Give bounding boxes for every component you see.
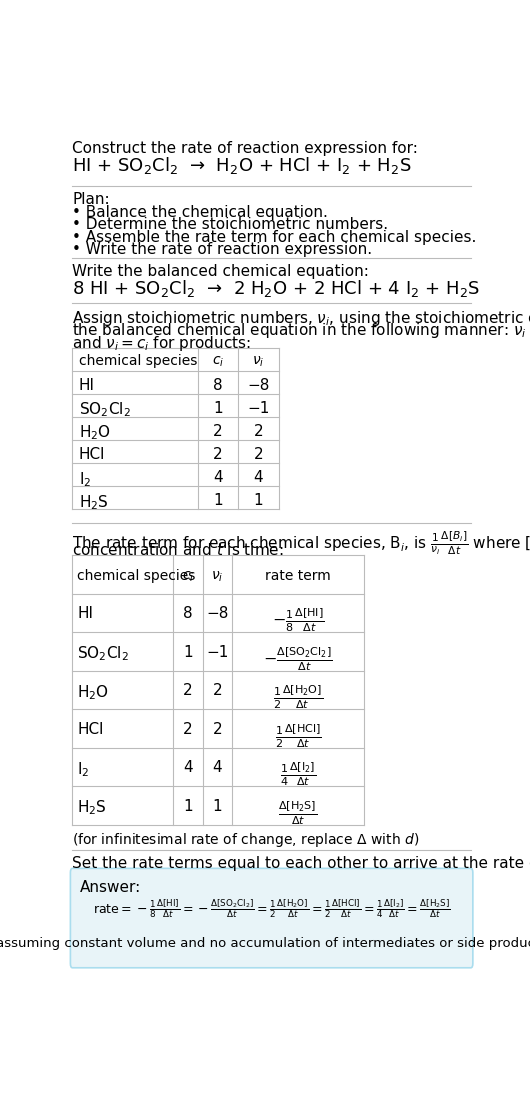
Text: Set the rate terms equal to each other to arrive at the rate expression:: Set the rate terms equal to each other t… bbox=[73, 856, 530, 871]
Text: HI: HI bbox=[78, 378, 95, 393]
Text: 2: 2 bbox=[214, 424, 223, 439]
Text: (for infinitesimal rate of change, replace Δ with $d$): (for infinitesimal rate of change, repla… bbox=[73, 831, 420, 850]
Text: 1: 1 bbox=[214, 493, 223, 508]
Text: HI + SO$_2$Cl$_2$  →  H$_2$O + HCl + I$_2$ + H$_2$S: HI + SO$_2$Cl$_2$ → H$_2$O + HCl + I$_2$… bbox=[73, 155, 412, 176]
Text: $\nu_i$: $\nu_i$ bbox=[252, 355, 264, 369]
Text: I$_2$: I$_2$ bbox=[78, 470, 91, 488]
Text: 2: 2 bbox=[183, 683, 193, 698]
Text: H$_2$S: H$_2$S bbox=[78, 493, 109, 512]
Text: chemical species: chemical species bbox=[77, 569, 196, 584]
Text: SO$_2$Cl$_2$: SO$_2$Cl$_2$ bbox=[78, 400, 130, 419]
Text: 2: 2 bbox=[254, 424, 263, 439]
Text: 1: 1 bbox=[214, 400, 223, 416]
Text: • Assemble the rate term for each chemical species.: • Assemble the rate term for each chemic… bbox=[73, 230, 477, 245]
Text: 8 HI + SO$_2$Cl$_2$  →  2 H$_2$O + 2 HCl + 4 I$_2$ + H$_2$S: 8 HI + SO$_2$Cl$_2$ → 2 H$_2$O + 2 HCl +… bbox=[73, 278, 481, 299]
Text: $\frac{1}{2}\frac{\Delta[\mathrm{H_2O}]}{\Delta t}$: $\frac{1}{2}\frac{\Delta[\mathrm{H_2O}]}… bbox=[273, 683, 323, 711]
Text: • Determine the stoichiometric numbers.: • Determine the stoichiometric numbers. bbox=[73, 217, 388, 232]
Text: SO$_2$Cl$_2$: SO$_2$Cl$_2$ bbox=[77, 645, 129, 664]
Text: 1: 1 bbox=[183, 798, 193, 814]
Text: H$_2$S: H$_2$S bbox=[77, 798, 107, 817]
Text: −8: −8 bbox=[206, 606, 228, 622]
Text: 1: 1 bbox=[183, 645, 193, 659]
Text: Answer:: Answer: bbox=[80, 881, 142, 895]
Text: −1: −1 bbox=[248, 400, 270, 416]
Text: 8: 8 bbox=[214, 378, 223, 393]
Text: H$_2$O: H$_2$O bbox=[78, 424, 111, 443]
Text: Construct the rate of reaction expression for:: Construct the rate of reaction expressio… bbox=[73, 141, 418, 156]
Text: 4: 4 bbox=[183, 761, 193, 775]
Text: $\frac{\Delta[\mathrm{H_2S}]}{\Delta t}$: $\frac{\Delta[\mathrm{H_2S}]}{\Delta t}$ bbox=[278, 798, 317, 826]
Text: $c_i$: $c_i$ bbox=[212, 355, 224, 369]
Text: chemical species: chemical species bbox=[78, 355, 197, 368]
Text: • Write the rate of reaction expression.: • Write the rate of reaction expression. bbox=[73, 242, 373, 257]
FancyBboxPatch shape bbox=[70, 868, 473, 967]
Text: 4: 4 bbox=[213, 761, 222, 775]
Text: −1: −1 bbox=[206, 645, 228, 659]
Text: 2: 2 bbox=[214, 447, 223, 461]
Text: I$_2$: I$_2$ bbox=[77, 761, 90, 778]
Text: HI: HI bbox=[77, 606, 93, 622]
Text: −8: −8 bbox=[248, 378, 270, 393]
Text: 4: 4 bbox=[254, 470, 263, 485]
Text: 2: 2 bbox=[213, 683, 222, 698]
Text: $c_i$: $c_i$ bbox=[182, 569, 194, 584]
Text: H$_2$O: H$_2$O bbox=[77, 683, 109, 702]
Text: 2: 2 bbox=[213, 722, 222, 737]
Text: HCl: HCl bbox=[78, 447, 105, 461]
Text: HCl: HCl bbox=[77, 722, 103, 737]
Text: $-\frac{1}{8}\frac{\Delta[\mathrm{HI}]}{\Delta t}$: $-\frac{1}{8}\frac{\Delta[\mathrm{HI}]}{… bbox=[272, 606, 324, 634]
Text: The rate term for each chemical species, B$_i$, is $\frac{1}{\nu_i}\frac{\Delta[: The rate term for each chemical species,… bbox=[73, 529, 530, 557]
Text: 2: 2 bbox=[183, 722, 193, 737]
Text: 8: 8 bbox=[183, 606, 193, 622]
Text: $\mathrm{rate} = -\frac{1}{8}\frac{\Delta[\mathrm{HI}]}{\Delta t} = -\frac{\Delt: $\mathrm{rate} = -\frac{1}{8}\frac{\Delt… bbox=[93, 897, 450, 920]
Text: rate term: rate term bbox=[265, 569, 331, 584]
Text: $\nu_i$: $\nu_i$ bbox=[211, 569, 224, 584]
Text: • Balance the chemical equation.: • Balance the chemical equation. bbox=[73, 205, 328, 220]
Text: and $\nu_i = c_i$ for products:: and $\nu_i = c_i$ for products: bbox=[73, 334, 251, 353]
Text: $\frac{1}{2}\frac{\Delta[\mathrm{HCl}]}{\Delta t}$: $\frac{1}{2}\frac{\Delta[\mathrm{HCl}]}{… bbox=[275, 722, 321, 749]
Text: concentration and $t$ is time:: concentration and $t$ is time: bbox=[73, 542, 284, 557]
Text: $-\frac{\Delta[\mathrm{SO_2Cl_2}]}{\Delta t}$: $-\frac{\Delta[\mathrm{SO_2Cl_2}]}{\Delt… bbox=[263, 645, 333, 673]
Text: Write the balanced chemical equation:: Write the balanced chemical equation: bbox=[73, 265, 369, 279]
Text: 1: 1 bbox=[213, 798, 222, 814]
Text: Assign stoichiometric numbers, $\nu_i$, using the stoichiometric coefficients, $: Assign stoichiometric numbers, $\nu_i$, … bbox=[73, 309, 530, 328]
Text: $\frac{1}{4}\frac{\Delta[\mathrm{I_2}]}{\Delta t}$: $\frac{1}{4}\frac{\Delta[\mathrm{I_2}]}{… bbox=[280, 761, 316, 788]
Text: 1: 1 bbox=[254, 493, 263, 508]
Text: 4: 4 bbox=[214, 470, 223, 485]
Text: Plan:: Plan: bbox=[73, 192, 110, 207]
Text: 2: 2 bbox=[254, 447, 263, 461]
Text: the balanced chemical equation in the following manner: $\nu_i = -c_i$ for react: the balanced chemical equation in the fo… bbox=[73, 321, 530, 340]
Text: (assuming constant volume and no accumulation of intermediates or side products): (assuming constant volume and no accumul… bbox=[0, 937, 530, 951]
